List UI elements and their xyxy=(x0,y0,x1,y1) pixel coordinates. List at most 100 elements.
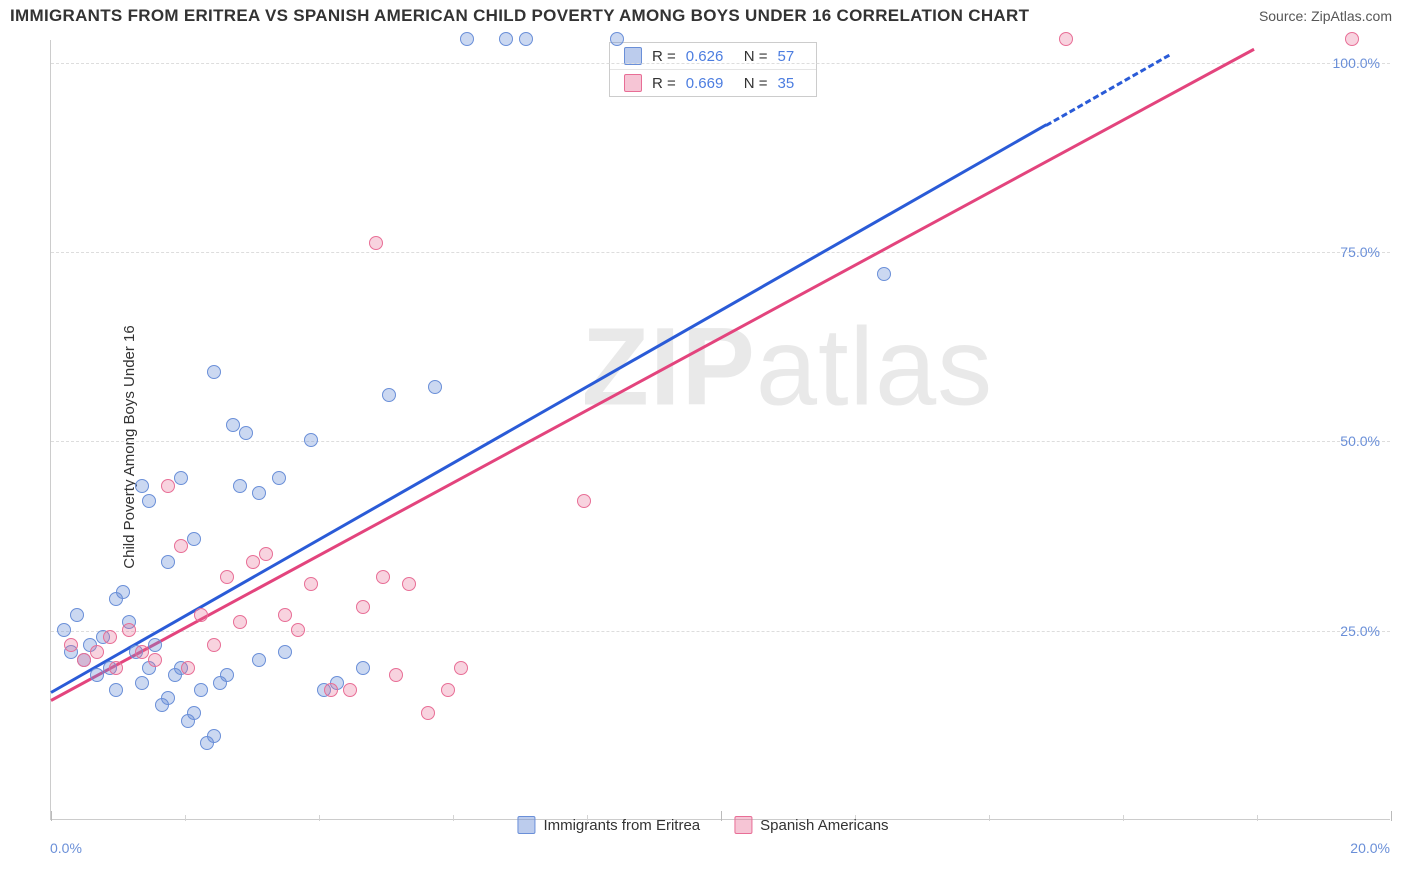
point-eritrea xyxy=(610,32,624,46)
r-value-spanish: 0.669 xyxy=(686,75,734,92)
point-spanish xyxy=(343,683,357,697)
point-spanish xyxy=(194,608,208,622)
y-tick-label: 25.0% xyxy=(1340,623,1380,639)
chart-area: Child Poverty Among Boys Under 16 ZIPatl… xyxy=(0,32,1406,862)
point-eritrea xyxy=(109,683,123,697)
point-spanish xyxy=(103,630,117,644)
legend-item-spanish: Spanish Americans xyxy=(734,816,888,834)
point-spanish xyxy=(441,683,455,697)
legend-item-eritrea: Immigrants from Eritrea xyxy=(517,816,700,834)
x-max-label: 20.0% xyxy=(1350,840,1390,856)
trend-eritrea-dash xyxy=(1045,53,1170,126)
point-eritrea xyxy=(57,623,71,637)
point-eritrea xyxy=(161,555,175,569)
point-eritrea xyxy=(70,608,84,622)
legend-label-spanish: Spanish Americans xyxy=(760,817,888,834)
point-spanish xyxy=(181,661,195,675)
x-tick xyxy=(185,815,186,821)
point-eritrea xyxy=(174,471,188,485)
plot-region: ZIPatlas R = 0.626 N = 57 R = 0.669 N = … xyxy=(50,40,1390,820)
point-eritrea xyxy=(278,645,292,659)
source-text: Source: ZipAtlas.com xyxy=(1259,8,1392,24)
point-eritrea xyxy=(252,653,266,667)
x-tick xyxy=(51,811,52,821)
point-spanish xyxy=(161,479,175,493)
chart-title: IMMIGRANTS FROM ERITREA VS SPANISH AMERI… xyxy=(10,6,1029,26)
point-eritrea xyxy=(187,706,201,720)
point-spanish xyxy=(135,645,149,659)
x-tick xyxy=(319,815,320,821)
swatch-pink-icon xyxy=(624,74,642,92)
point-eritrea xyxy=(142,494,156,508)
point-eritrea xyxy=(135,676,149,690)
point-eritrea xyxy=(428,380,442,394)
point-spanish xyxy=(278,608,292,622)
point-spanish xyxy=(233,615,247,629)
point-spanish xyxy=(369,236,383,250)
point-eritrea xyxy=(187,532,201,546)
point-eritrea xyxy=(382,388,396,402)
point-spanish xyxy=(1059,32,1073,46)
swatch-pink-icon xyxy=(734,816,752,834)
point-spanish xyxy=(122,623,136,637)
point-eritrea xyxy=(877,267,891,281)
point-spanish xyxy=(64,638,78,652)
x-tick xyxy=(1391,811,1392,821)
point-eritrea xyxy=(226,418,240,432)
x-min-label: 0.0% xyxy=(50,840,82,856)
point-spanish xyxy=(90,645,104,659)
point-spanish xyxy=(1345,32,1359,46)
point-eritrea xyxy=(90,668,104,682)
gridline xyxy=(51,63,1390,64)
y-tick-label: 50.0% xyxy=(1340,433,1380,449)
x-tick xyxy=(453,815,454,821)
point-spanish xyxy=(577,494,591,508)
x-tick xyxy=(1257,815,1258,821)
point-eritrea xyxy=(252,486,266,500)
swatch-blue-icon xyxy=(517,816,535,834)
point-eritrea xyxy=(519,32,533,46)
legend-label-eritrea: Immigrants from Eritrea xyxy=(543,817,700,834)
n-value-spanish: 35 xyxy=(778,75,802,92)
gridline xyxy=(51,441,1390,442)
point-eritrea xyxy=(460,32,474,46)
point-spanish xyxy=(421,706,435,720)
point-eritrea xyxy=(116,585,130,599)
point-eritrea xyxy=(194,683,208,697)
point-spanish xyxy=(376,570,390,584)
point-eritrea xyxy=(304,433,318,447)
x-tick xyxy=(1123,815,1124,821)
point-eritrea xyxy=(233,479,247,493)
point-spanish xyxy=(77,653,91,667)
gridline xyxy=(51,252,1390,253)
point-spanish xyxy=(324,683,338,697)
gridline xyxy=(51,631,1390,632)
legend-row-eritrea: R = 0.626 N = 57 xyxy=(610,43,816,69)
n-label: N = xyxy=(744,75,768,92)
point-spanish xyxy=(291,623,305,637)
watermark-rest: atlas xyxy=(756,306,993,429)
point-eritrea xyxy=(220,668,234,682)
y-tick-label: 75.0% xyxy=(1340,244,1380,260)
watermark: ZIPatlas xyxy=(582,304,993,431)
point-eritrea xyxy=(356,661,370,675)
point-spanish xyxy=(148,653,162,667)
point-spanish xyxy=(109,661,123,675)
correlation-legend: R = 0.626 N = 57 R = 0.669 N = 35 xyxy=(609,42,817,97)
point-eritrea xyxy=(148,638,162,652)
point-eritrea xyxy=(207,365,221,379)
point-eritrea xyxy=(272,471,286,485)
trend-spanish xyxy=(50,48,1255,702)
point-spanish xyxy=(402,577,416,591)
title-bar: IMMIGRANTS FROM ERITREA VS SPANISH AMERI… xyxy=(0,0,1406,32)
point-eritrea xyxy=(239,426,253,440)
point-eritrea xyxy=(207,729,221,743)
x-tick xyxy=(989,815,990,821)
point-spanish xyxy=(259,547,273,561)
y-tick-label: 100.0% xyxy=(1333,55,1380,71)
point-eritrea xyxy=(499,32,513,46)
r-label: R = xyxy=(652,75,676,92)
point-spanish xyxy=(246,555,260,569)
point-spanish xyxy=(304,577,318,591)
point-spanish xyxy=(220,570,234,584)
